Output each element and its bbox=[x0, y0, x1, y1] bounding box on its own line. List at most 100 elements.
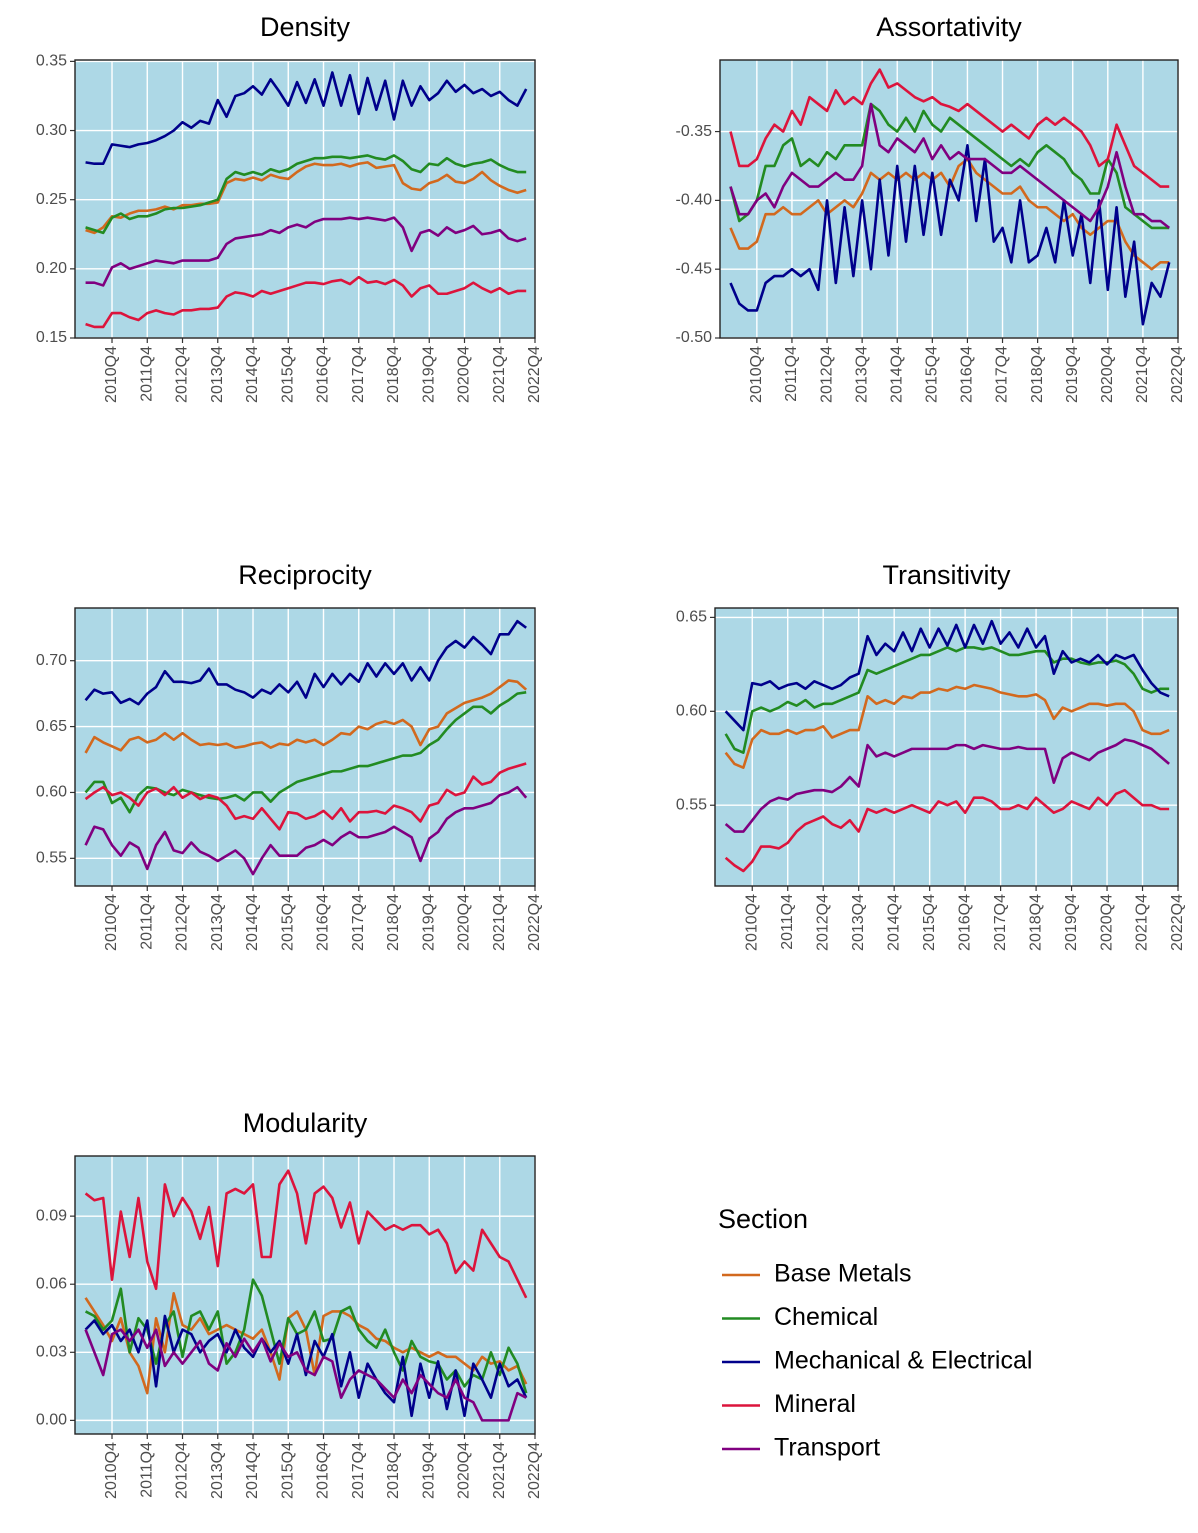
y-tick-label: 0.65 bbox=[676, 609, 707, 626]
x-tick-label: 2014Q4 bbox=[244, 1442, 261, 1499]
series-line bbox=[729, 68, 1170, 188]
panel-border bbox=[74, 59, 536, 339]
x-tick-label: 2015Q4 bbox=[924, 346, 941, 403]
x-tick-label: 2017Q4 bbox=[992, 894, 1009, 951]
x-tick-label: 2021Q4 bbox=[1134, 894, 1151, 951]
series-line bbox=[84, 1328, 527, 1422]
legend-label: Mineral bbox=[774, 1390, 856, 1418]
series-line bbox=[84, 679, 528, 754]
x-tick-label: 2010Q4 bbox=[103, 346, 120, 403]
x-tick-label: 2016Q4 bbox=[959, 346, 976, 403]
y-tick-label: 0.03 bbox=[36, 1344, 67, 1361]
x-tick-label: 2021Q4 bbox=[491, 346, 508, 403]
x-tick-label: 2013Q4 bbox=[853, 346, 870, 403]
x-tick-label: 2011Q4 bbox=[779, 894, 796, 950]
x-tick-label: 2016Q4 bbox=[315, 346, 332, 403]
legend-label: Mechanical & Electrical bbox=[774, 1347, 1032, 1375]
x-tick-label: 2021Q4 bbox=[491, 1442, 508, 1499]
x-tick-label: 2020Q4 bbox=[456, 894, 473, 951]
series-line bbox=[85, 161, 527, 235]
x-tick-label: 2012Q4 bbox=[814, 894, 831, 951]
panel-title: Reciprocity bbox=[238, 560, 372, 590]
y-tick-label: 0.25 bbox=[36, 191, 67, 208]
y-tick-label: 0.09 bbox=[36, 1207, 67, 1224]
x-tick-label: 2018Q4 bbox=[385, 894, 402, 951]
y-tick-label: 0.20 bbox=[36, 260, 67, 277]
series-line bbox=[84, 1169, 528, 1299]
legend-title: Section bbox=[718, 1204, 808, 1234]
x-tick-label: 2022Q4 bbox=[526, 1442, 543, 1499]
x-tick-label: 2018Q4 bbox=[1027, 894, 1044, 951]
y-tick-label: -0.40 bbox=[676, 192, 713, 209]
x-tick-label: 2012Q4 bbox=[174, 1442, 191, 1499]
x-tick-label: 2019Q4 bbox=[1064, 346, 1081, 403]
panel-background bbox=[75, 1156, 535, 1434]
x-tick-label: 2015Q4 bbox=[279, 894, 296, 951]
x-tick-label: 2021Q4 bbox=[1134, 346, 1151, 403]
series-line bbox=[724, 619, 1170, 732]
x-tick-label: 2022Q4 bbox=[1169, 894, 1186, 951]
x-tick-label: 2022Q4 bbox=[526, 346, 543, 403]
series-line bbox=[729, 102, 1170, 230]
x-tick-label: 2020Q4 bbox=[1099, 346, 1116, 403]
y-tick-label: 0.60 bbox=[36, 784, 67, 801]
series-line bbox=[85, 154, 527, 235]
x-tick-label: 2017Q4 bbox=[350, 346, 367, 403]
y-tick-label: 0.00 bbox=[36, 1412, 67, 1429]
x-tick-label: 2012Q4 bbox=[818, 346, 835, 403]
panel-background bbox=[720, 60, 1178, 338]
x-tick-label: 2018Q4 bbox=[1029, 346, 1046, 403]
y-tick-label: 0.06 bbox=[36, 1275, 67, 1292]
x-tick-label: 2019Q4 bbox=[420, 346, 437, 403]
x-tick-label: 2021Q4 bbox=[491, 894, 508, 951]
panel-border bbox=[719, 59, 1179, 339]
series-line bbox=[84, 619, 527, 706]
x-tick-label: 2011Q4 bbox=[138, 346, 155, 402]
series-line bbox=[84, 762, 527, 831]
panel-title: Assortativity bbox=[876, 12, 1022, 42]
panel-border bbox=[74, 607, 536, 887]
x-tick-label: 2013Q4 bbox=[209, 1442, 226, 1499]
x-tick-label: 2012Q4 bbox=[174, 894, 191, 951]
y-tick-label: 0.30 bbox=[36, 122, 67, 139]
x-tick-label: 2022Q4 bbox=[1169, 346, 1186, 403]
series-line bbox=[724, 788, 1170, 873]
x-tick-label: 2015Q4 bbox=[279, 1442, 296, 1499]
series-line bbox=[729, 102, 1171, 229]
x-tick-label: 2010Q4 bbox=[103, 894, 120, 951]
x-tick-label: 2022Q4 bbox=[526, 894, 543, 951]
series-line bbox=[85, 275, 527, 329]
x-tick-label: 2010Q4 bbox=[103, 1442, 120, 1499]
panel-title: Transitivity bbox=[882, 560, 1011, 590]
x-tick-label: 2015Q4 bbox=[279, 346, 296, 403]
x-tick-label: 2011Q4 bbox=[138, 1442, 155, 1498]
y-tick-label: 0.15 bbox=[36, 329, 67, 346]
x-tick-label: 2013Q4 bbox=[209, 346, 226, 403]
x-tick-label: 2017Q4 bbox=[350, 1442, 367, 1499]
x-tick-label: 2010Q4 bbox=[743, 894, 760, 951]
x-tick-label: 2019Q4 bbox=[1063, 894, 1080, 951]
y-tick-label: 0.55 bbox=[36, 850, 67, 867]
panel-title: Modularity bbox=[243, 1108, 368, 1138]
y-tick-label: 0.55 bbox=[676, 796, 707, 813]
series-line bbox=[84, 1278, 528, 1394]
series-line bbox=[724, 646, 1170, 754]
y-tick-label: -0.50 bbox=[676, 329, 713, 346]
x-tick-label: 2017Q4 bbox=[350, 894, 367, 951]
panel-title: Density bbox=[260, 12, 351, 42]
x-tick-label: 2019Q4 bbox=[420, 894, 437, 951]
series-line bbox=[84, 785, 528, 876]
x-tick-label: 2014Q4 bbox=[244, 346, 261, 403]
y-tick-label: 0.35 bbox=[36, 53, 67, 70]
series-line bbox=[85, 216, 527, 287]
x-tick-label: 2014Q4 bbox=[888, 346, 905, 403]
series-line bbox=[85, 71, 528, 166]
panel-border bbox=[74, 1155, 536, 1435]
legend-label: Base Metals bbox=[774, 1260, 912, 1288]
series-line bbox=[729, 144, 1171, 326]
y-tick-label: 0.70 bbox=[36, 652, 67, 669]
x-tick-label: 2017Q4 bbox=[994, 346, 1011, 403]
x-tick-label: 2019Q4 bbox=[420, 1442, 437, 1499]
